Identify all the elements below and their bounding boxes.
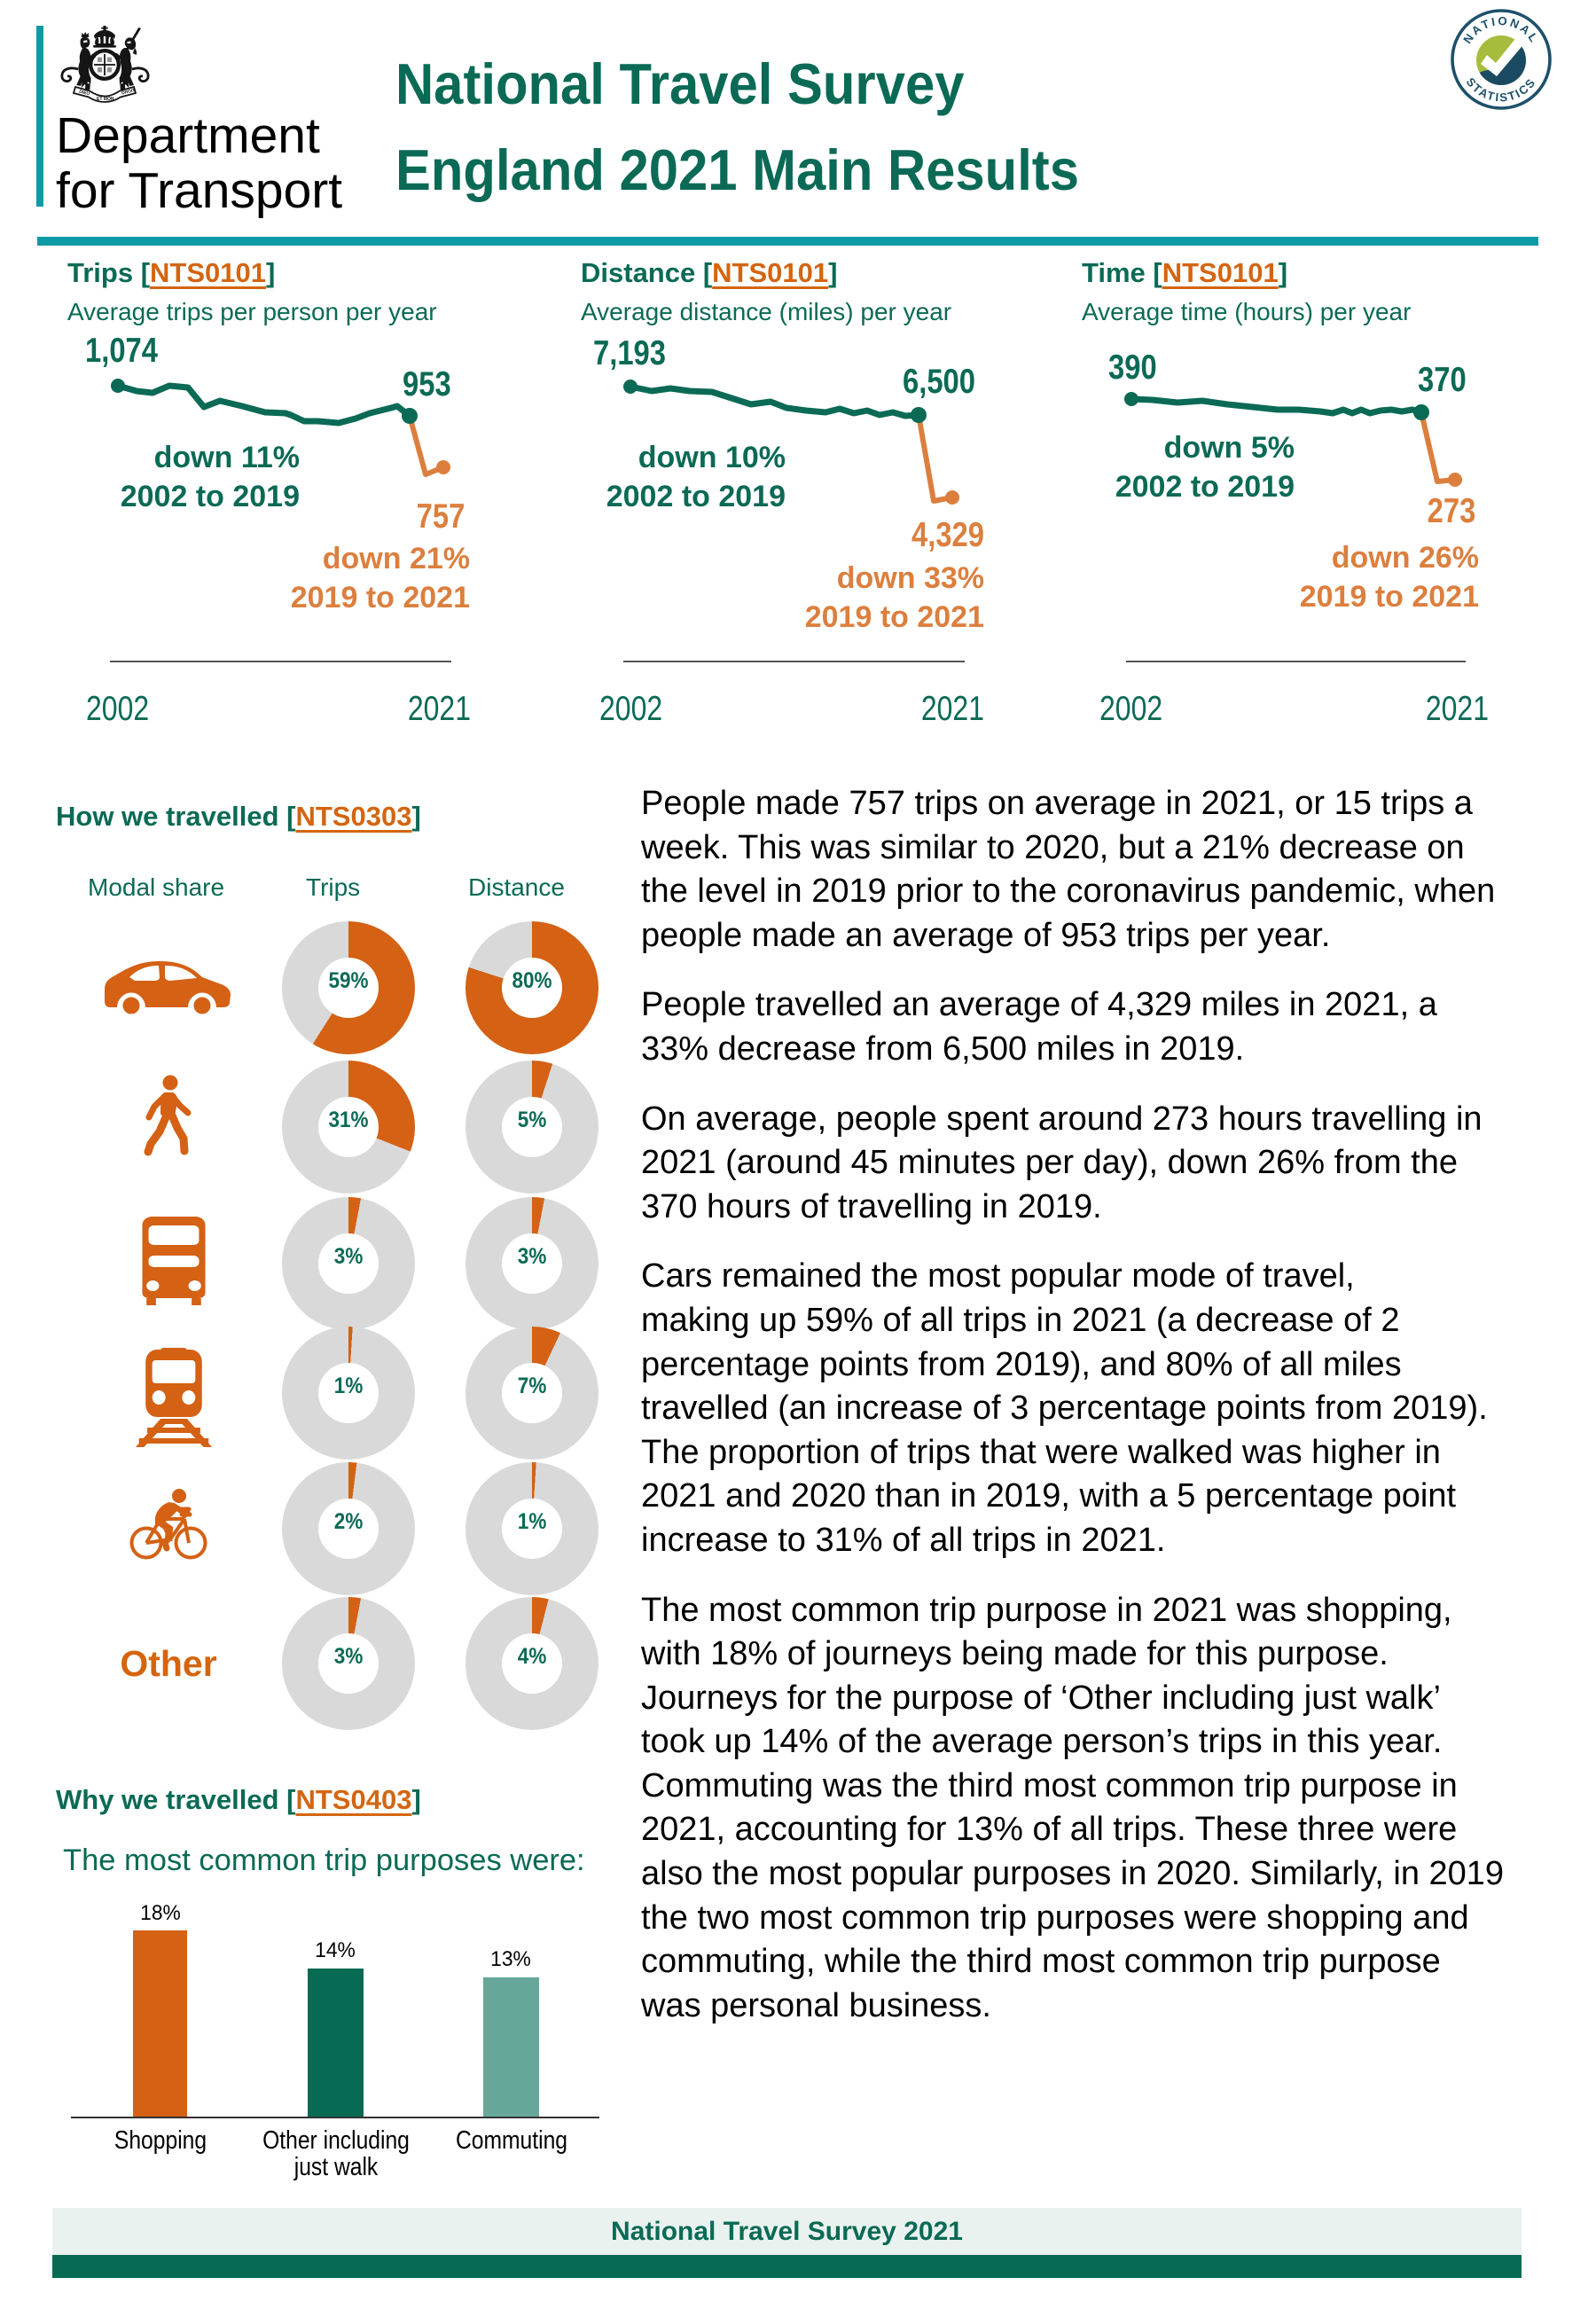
svg-text:ET MON: ET MON [97,97,114,102]
svg-text:DROIT: DROIT [121,88,137,96]
svg-text:DIEU: DIEU [79,90,90,98]
